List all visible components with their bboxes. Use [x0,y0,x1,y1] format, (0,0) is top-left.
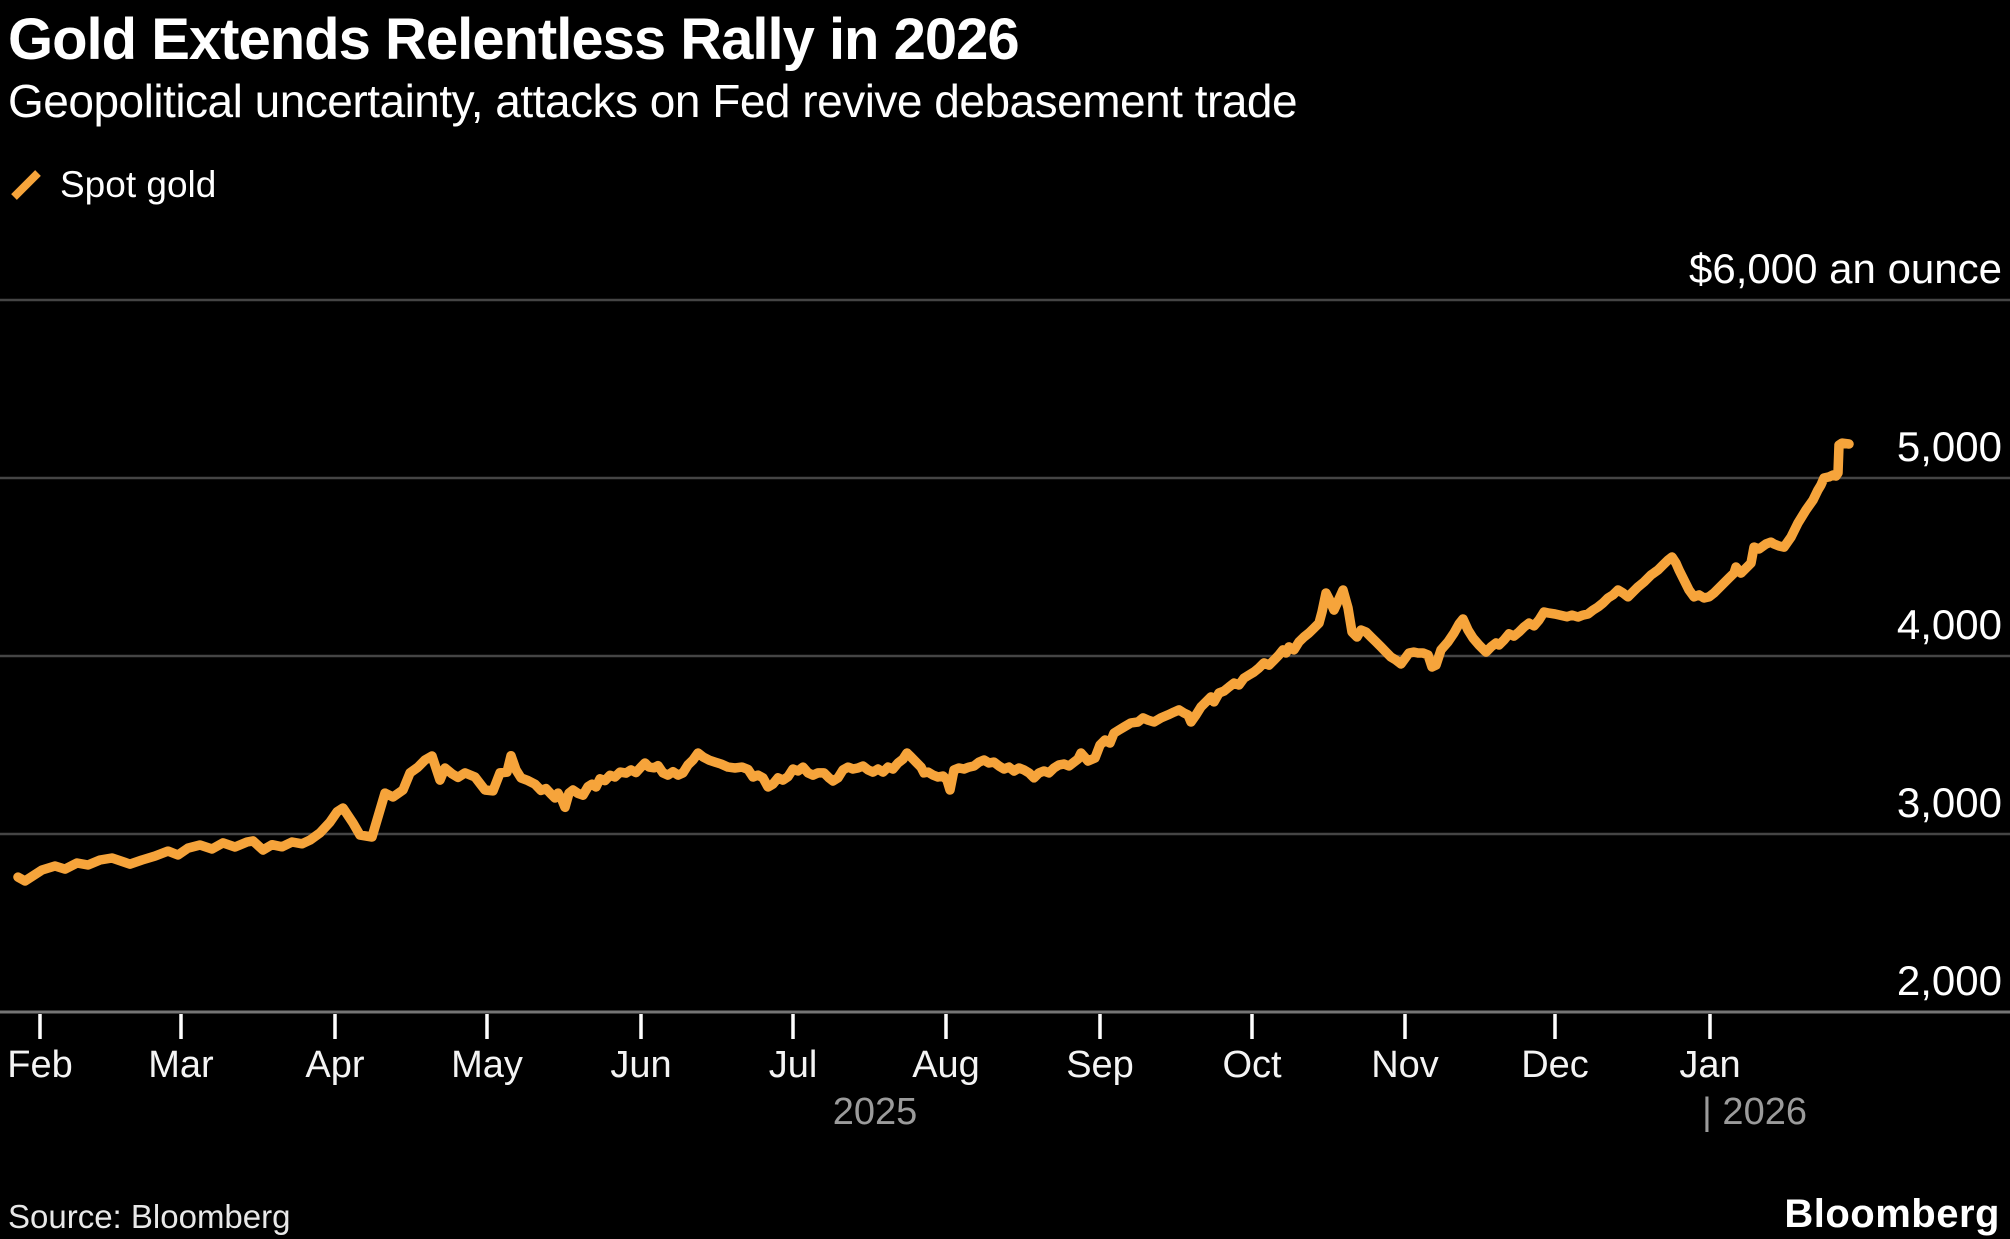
x-axis-label: Dec [1521,1044,1589,1086]
bloomberg-logo: Bloomberg [1784,1192,2000,1236]
x-axis-label: Sep [1066,1044,1134,1086]
y-axis-label: 2,000 [1896,957,2002,1004]
year-label: 2025 [832,1091,918,1133]
source-credit: Source: Bloomberg [8,1198,291,1235]
x-axis-label: Jan [1679,1044,1741,1086]
x-axis-label: Aug [912,1044,980,1086]
x-axis-label: Mar [148,1044,214,1086]
y-axis-label: 5,000 [1896,423,2002,470]
spot-gold-line-swatch-icon [11,170,41,200]
x-axis-label: Feb [7,1044,73,1086]
x-axis-label: May [451,1044,523,1086]
page-title: Gold Extends Relentless Rally in 2026 [8,7,1020,72]
x-axis-label: Jun [610,1044,672,1086]
x-axis-label: Nov [1371,1044,1439,1086]
page-subtitle: Geopolitical uncertainty, attacks on Fed… [8,75,1298,127]
x-axis-label: Oct [1222,1044,1282,1086]
legend: Spot gold [8,164,216,206]
x-axis-label: Jul [768,1044,818,1086]
year-label: | 2026 [1702,1091,1807,1133]
spot-gold-line [13,438,1854,886]
x-axis-label: Apr [305,1044,365,1086]
legend-item-spot-gold: Spot gold [60,164,217,205]
y-axis-label: 3,000 [1896,779,2002,826]
y-axis-label: $6,000 an ounce [1689,245,2002,292]
y-axis-label: 4,000 [1896,601,2002,648]
